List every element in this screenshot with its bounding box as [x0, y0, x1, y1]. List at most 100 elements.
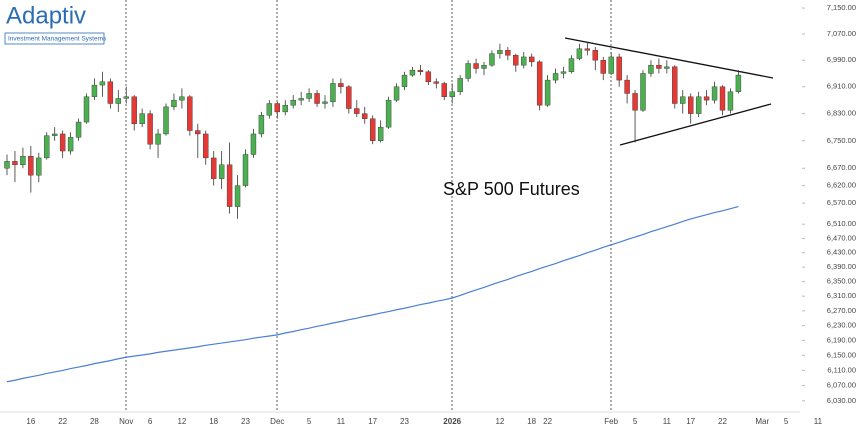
candle-body [91, 84, 98, 97]
x-tick-label: 22 [58, 417, 67, 426]
candle-body [147, 113, 153, 145]
candle-body [155, 133, 161, 145]
x-tick-label: 2026 [443, 417, 461, 426]
candle-body [616, 56, 622, 81]
candle-body [115, 98, 122, 104]
x-tick-label: 17 [368, 417, 377, 426]
candle-body [131, 96, 137, 124]
candle-body [489, 53, 495, 66]
y-tick-label: 6,910.00 [827, 82, 856, 91]
candle-body [425, 71, 432, 82]
candle-body [362, 113, 368, 119]
candle-body [203, 133, 209, 159]
candle-body [250, 133, 257, 155]
candle-body [560, 71, 567, 74]
candle-body [544, 79, 551, 106]
candle-body [505, 50, 511, 56]
y-tick-label: 6,150.00 [827, 350, 856, 359]
y-tick-label: 6,990.00 [827, 55, 856, 64]
candle-body [433, 81, 439, 84]
x-tick-label: Feb [604, 417, 618, 426]
y-tick-label: 6,230.00 [827, 321, 856, 330]
candle-body [481, 64, 487, 69]
annotation: S&P 500 Futures [443, 179, 580, 199]
candle-body [465, 63, 471, 79]
x-tick-label: 6 [148, 417, 153, 426]
candle-body [139, 113, 145, 124]
candle-body [314, 93, 320, 104]
y-tick-label: 6,350.00 [827, 277, 856, 286]
candle-body [735, 74, 742, 92]
x-tick-label: 11 [337, 417, 346, 426]
candle-body [187, 96, 193, 131]
y-tick-label: 7,070.00 [827, 29, 856, 38]
candle-body [242, 154, 249, 186]
candle-body [385, 99, 392, 128]
candle-body [584, 48, 591, 51]
x-tick-label: Dec [270, 417, 284, 426]
y-tick-label: 7,150.00 [827, 3, 856, 12]
candle-body [552, 73, 559, 81]
x-tick-label: 5 [307, 417, 312, 426]
y-tick-label: 6,670.00 [827, 163, 856, 172]
candle-body [28, 155, 34, 176]
candle-body [226, 164, 233, 207]
logo-tagline: Investment Management Systems [8, 36, 107, 43]
y-tick-label: 6,430.00 [827, 248, 856, 257]
candle-body [457, 78, 463, 92]
lower-trendline [619, 103, 772, 146]
candle-body [195, 130, 201, 135]
x-tick-label: 18 [209, 417, 218, 426]
candle-body [576, 48, 583, 59]
y-tick-label: 6,620.00 [827, 181, 856, 190]
x-tick-label: 5 [633, 417, 638, 426]
x-tick-label: 23 [241, 417, 250, 426]
candle-body [67, 137, 74, 152]
x-tick-label: 12 [495, 417, 504, 426]
candle-body [393, 86, 400, 101]
candle-body [680, 96, 686, 104]
candle-body [83, 96, 90, 123]
logo-background [2, 2, 108, 46]
candle-body [521, 56, 527, 66]
candle-body [370, 118, 376, 141]
candle-body [632, 93, 638, 111]
candle-body [600, 60, 606, 74]
candle-body [409, 69, 416, 76]
candle-body [338, 83, 344, 87]
candle-body [210, 157, 217, 179]
candle-body [624, 79, 630, 94]
candle-body [703, 96, 710, 101]
y-tick-label: 6,510.00 [827, 219, 856, 228]
candle-body [377, 126, 384, 141]
x-tick-label: 17 [686, 417, 695, 426]
x-tick-label: 16 [26, 417, 35, 426]
candle-body [298, 98, 304, 101]
candle-body [234, 185, 241, 207]
candle-body [441, 83, 447, 97]
x-tick-label: Mar [755, 417, 769, 426]
candle-body [592, 50, 598, 61]
candle-body [59, 133, 66, 152]
x-tick-label: 23 [400, 417, 409, 426]
candle-body [218, 164, 225, 179]
candle-body [608, 56, 614, 74]
y-tick-label: 6,270.00 [827, 306, 856, 315]
candle-body [711, 86, 718, 101]
candle-body [688, 96, 694, 114]
candle-body [163, 106, 169, 135]
y-tick-label: 6,570.00 [827, 198, 856, 207]
candle-body [727, 91, 734, 111]
candle-body [4, 161, 10, 169]
candle-body [36, 157, 42, 176]
candle-body [529, 56, 535, 63]
candle-body [497, 50, 503, 54]
x-tick-label: 5 [784, 417, 789, 426]
candle-body [719, 86, 726, 111]
candle-body [322, 101, 328, 104]
candle-body [123, 96, 129, 99]
x-tick-label: 12 [177, 417, 186, 426]
x-tick-label: Nov [119, 417, 133, 426]
